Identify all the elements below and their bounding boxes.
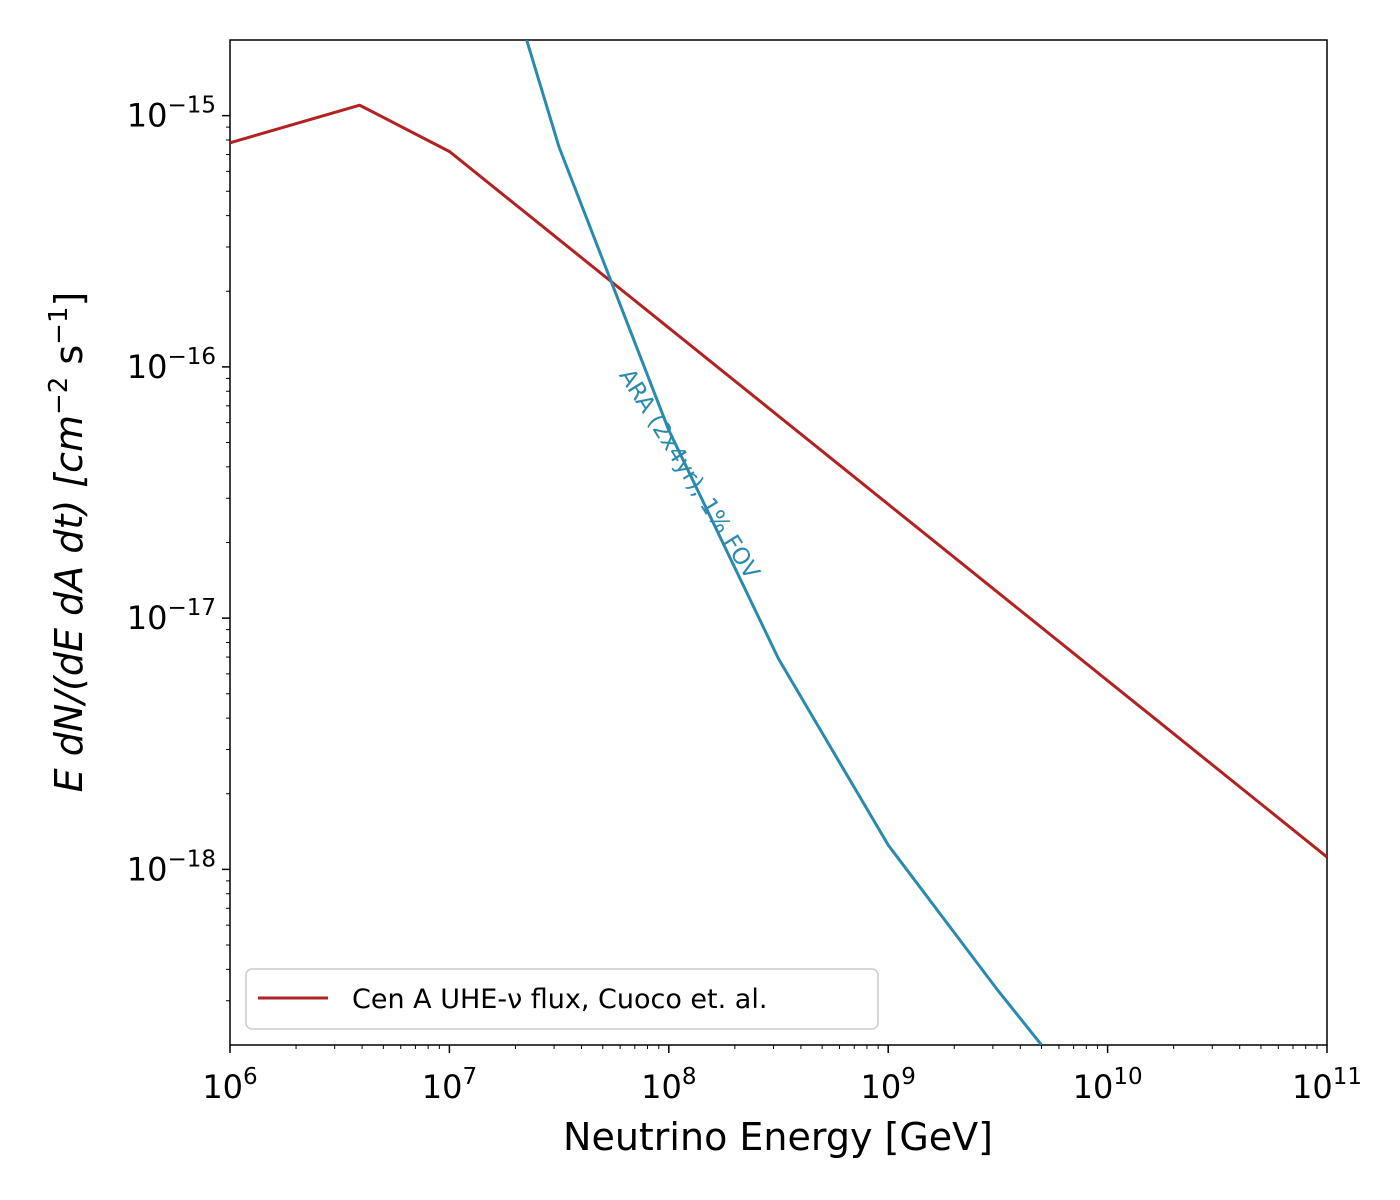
legend: Cen A UHE-ν flux, Cuoco et. al. xyxy=(245,968,879,1030)
plot-frame xyxy=(229,39,1328,1046)
y-tick-label: 10−15 xyxy=(127,93,216,135)
x-tick-label: 1011 xyxy=(1292,1064,1362,1106)
axis-ticks: 106 107 108 109 1010 1011 10−15 10−16 10−17 10−18 xyxy=(127,93,1362,1106)
series-group xyxy=(230,40,1327,1045)
x-axis-title: Neutrino Energy [GeV] xyxy=(563,1115,993,1159)
chart-area xyxy=(229,39,1328,1046)
x-tick-label: 109 xyxy=(861,1064,916,1106)
legend-box xyxy=(245,968,879,1030)
legend-label: Cen A UHE-ν flux, Cuoco et. al. xyxy=(352,984,767,1015)
y-axis-title: E dN/(dE dA dt) [cm−2 s−1] xyxy=(44,292,91,793)
y-axis-title-exp2: −1 xyxy=(44,306,74,344)
x-tick-label: 107 xyxy=(422,1064,477,1106)
x-tick-label: 1010 xyxy=(1073,1064,1143,1106)
x-tick-label: 108 xyxy=(641,1064,696,1106)
y-tick-label: 10−16 xyxy=(127,344,216,386)
x-tick-label: 106 xyxy=(202,1064,257,1106)
y-tick-label: 10−17 xyxy=(127,595,216,637)
y-axis-title-close: ] xyxy=(47,292,91,307)
y-axis-title-main: E dN/(dE dA dt) [cm xyxy=(47,415,91,792)
y-axis-title-exp1: −2 xyxy=(44,377,74,415)
y-tick-label: 10−18 xyxy=(127,846,216,888)
series-line-cen-a-flux xyxy=(230,103,1327,859)
series-line-ara-sensitivity xyxy=(525,40,1043,1045)
y-axis-title-mid: s xyxy=(47,345,91,377)
